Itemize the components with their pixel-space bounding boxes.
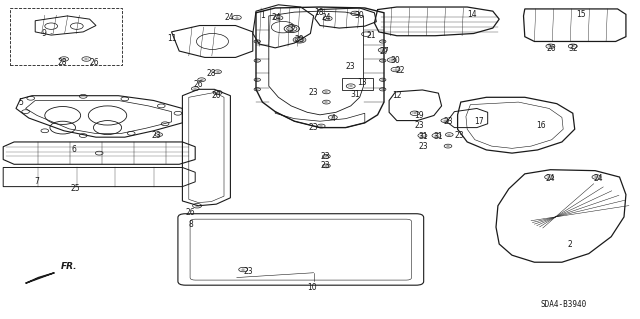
Text: 9: 9 [41,29,46,38]
Text: 5: 5 [18,98,23,107]
Text: 6: 6 [71,145,76,154]
Text: 24: 24 [593,174,604,183]
Text: 27: 27 [379,47,389,56]
Text: 12: 12 [392,91,401,100]
Text: 31: 31 [350,90,360,99]
Polygon shape [26,273,54,283]
Text: 31: 31 [419,132,429,141]
Text: 30: 30 [355,11,365,20]
Text: 26: 26 [547,44,557,53]
Text: 20: 20 [211,91,221,100]
Text: 31: 31 [433,132,444,141]
Text: 28: 28 [58,58,67,67]
Text: 29: 29 [294,35,305,44]
Text: 23: 23 [443,117,453,126]
Text: 25: 25 [70,184,81,193]
Text: 23: 23 [152,131,162,140]
Text: 32: 32 [568,44,578,53]
Bar [10,8,122,65]
Text: 24: 24 [224,13,234,22]
Text: 26: 26 [193,80,204,89]
Text: 23: 23 [320,161,330,170]
Text: 23: 23 [346,63,356,71]
Text: 19: 19 [414,111,424,120]
Text: 23: 23 [419,142,429,151]
Text: FR.: FR. [61,262,77,271]
Text: 2: 2 [567,240,572,249]
Text: 23: 23 [414,121,424,130]
Text: 22: 22 [396,66,404,75]
Bar [342,78,373,90]
Text: 15: 15 [576,10,586,19]
Text: 23: 23 [243,267,253,276]
Text: 18: 18 [314,8,323,17]
Text: 24: 24 [321,13,332,22]
Text: 7: 7 [35,177,40,186]
Text: 24: 24 [271,13,282,22]
Text: 13: 13 [356,78,367,87]
Text: 3: 3 [289,24,294,33]
Text: 11: 11 [167,34,176,43]
Text: SDA4-B3940: SDA4-B3940 [541,300,587,309]
Text: 16: 16 [536,121,546,130]
Text: 24: 24 [545,174,556,183]
Text: 14: 14 [467,10,477,19]
Text: 1: 1 [260,11,265,20]
Text: 23: 23 [454,131,465,140]
Text: 26: 26 [90,58,100,67]
Text: 10: 10 [307,283,317,292]
Text: 23: 23 [308,123,319,132]
Text: 4: 4 [330,114,335,123]
Text: 8: 8 [188,220,193,229]
Text: 23: 23 [308,88,319,97]
Text: 17: 17 [474,117,484,126]
Text: 21: 21 [367,31,376,40]
Text: 23: 23 [320,152,330,161]
Text: 30: 30 [390,56,401,65]
Text: 26: 26 [186,208,196,217]
Text: 28: 28 [207,69,216,78]
